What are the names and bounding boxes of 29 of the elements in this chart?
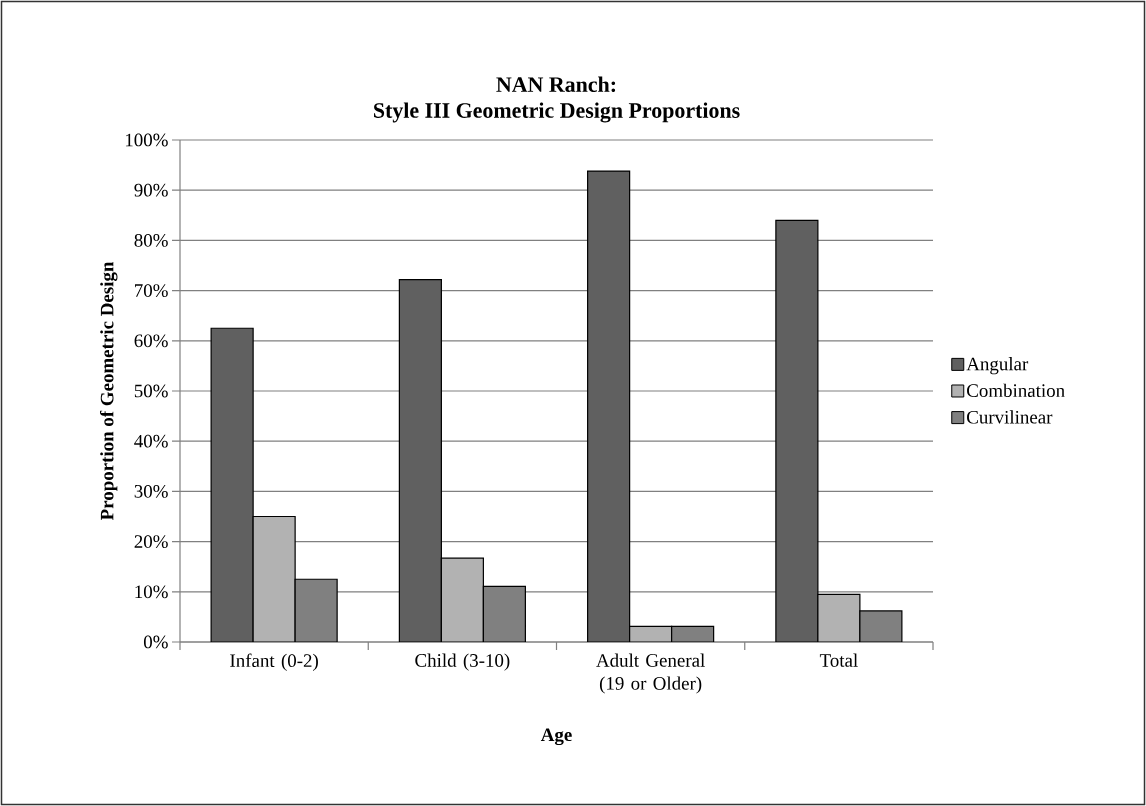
y-tick-label: 30% <box>134 484 168 498</box>
chart-title: NAN Ranch: <box>496 76 616 93</box>
y-tick-label: 60% <box>134 334 168 348</box>
bar <box>440 557 484 642</box>
x-tick-label: Total <box>819 653 858 667</box>
y-tick-label: 40% <box>134 434 168 448</box>
legend-label: Angular <box>966 357 1029 375</box>
bar <box>817 593 861 642</box>
bar <box>253 516 296 642</box>
bar <box>775 219 819 642</box>
x-tick-label: Infant (0-2) <box>230 653 318 671</box>
bar <box>211 328 254 642</box>
y-tick-label: 20% <box>134 535 168 549</box>
y-tick-label: 10% <box>135 585 168 599</box>
bar <box>587 170 631 642</box>
y-tick-label: 50% <box>134 384 168 398</box>
y-tick-label: 70% <box>135 284 168 298</box>
legend-label: Combination <box>967 383 1065 397</box>
x-tick-label: Child (3-10) <box>415 653 510 671</box>
bar <box>398 278 442 642</box>
y-tick-label: 0% <box>143 635 168 649</box>
y-tick-label: 100% <box>125 133 168 147</box>
legend-label: Curvilinear <box>967 410 1053 424</box>
x-tick-label: Adult General (19 or Older) <box>596 653 705 694</box>
x-axis-title: Age <box>540 728 572 746</box>
y-tick-label: 80% <box>134 233 168 247</box>
y-tick-label: 90% <box>134 183 168 197</box>
y-axis-title: Proportion of Geometric Design <box>99 261 118 521</box>
chart-subtitle: Style III Geometric Design Proportions <box>374 102 740 123</box>
